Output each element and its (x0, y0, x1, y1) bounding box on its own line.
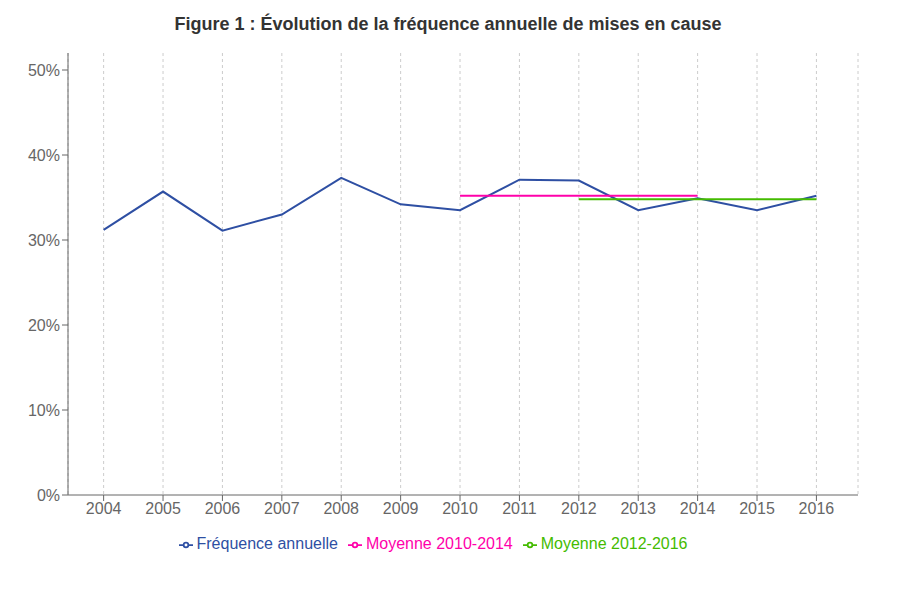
svg-text:2014: 2014 (680, 500, 716, 517)
svg-text:2015: 2015 (739, 500, 775, 517)
svg-text:2007: 2007 (264, 500, 300, 517)
svg-text:2013: 2013 (620, 500, 656, 517)
svg-text:2005: 2005 (145, 500, 181, 517)
svg-text:2009: 2009 (383, 500, 419, 517)
html-text:Fréquence annuelle: Fréquence annuelle (196, 535, 338, 552)
svg-text:2016: 2016 (799, 500, 835, 517)
svg-text:2012: 2012 (561, 500, 597, 517)
html-text:Moyenne 2010-2014: Moyenne 2010-2014 (365, 535, 513, 552)
svg-text:2004: 2004 (86, 500, 122, 517)
svg-text:2008: 2008 (323, 500, 359, 517)
svg-text:2011: 2011 (502, 500, 537, 517)
html-text:Figure 1 : Évolution de la fré: Figure 1 : Évolution de la fréquence ann… (174, 14, 722, 34)
svg-text:40%: 40% (28, 147, 60, 164)
svg-text:2006: 2006 (205, 500, 241, 517)
svg-text:10%: 10% (28, 402, 60, 419)
html-text:Moyenne 2012-2016: Moyenne 2012-2016 (540, 535, 688, 552)
svg-text:0%: 0% (37, 487, 60, 504)
svg-text:30%: 30% (28, 232, 60, 249)
svg-text:50%: 50% (28, 62, 60, 79)
svg-text:2010: 2010 (442, 500, 478, 517)
svg-text:20%: 20% (28, 317, 60, 334)
